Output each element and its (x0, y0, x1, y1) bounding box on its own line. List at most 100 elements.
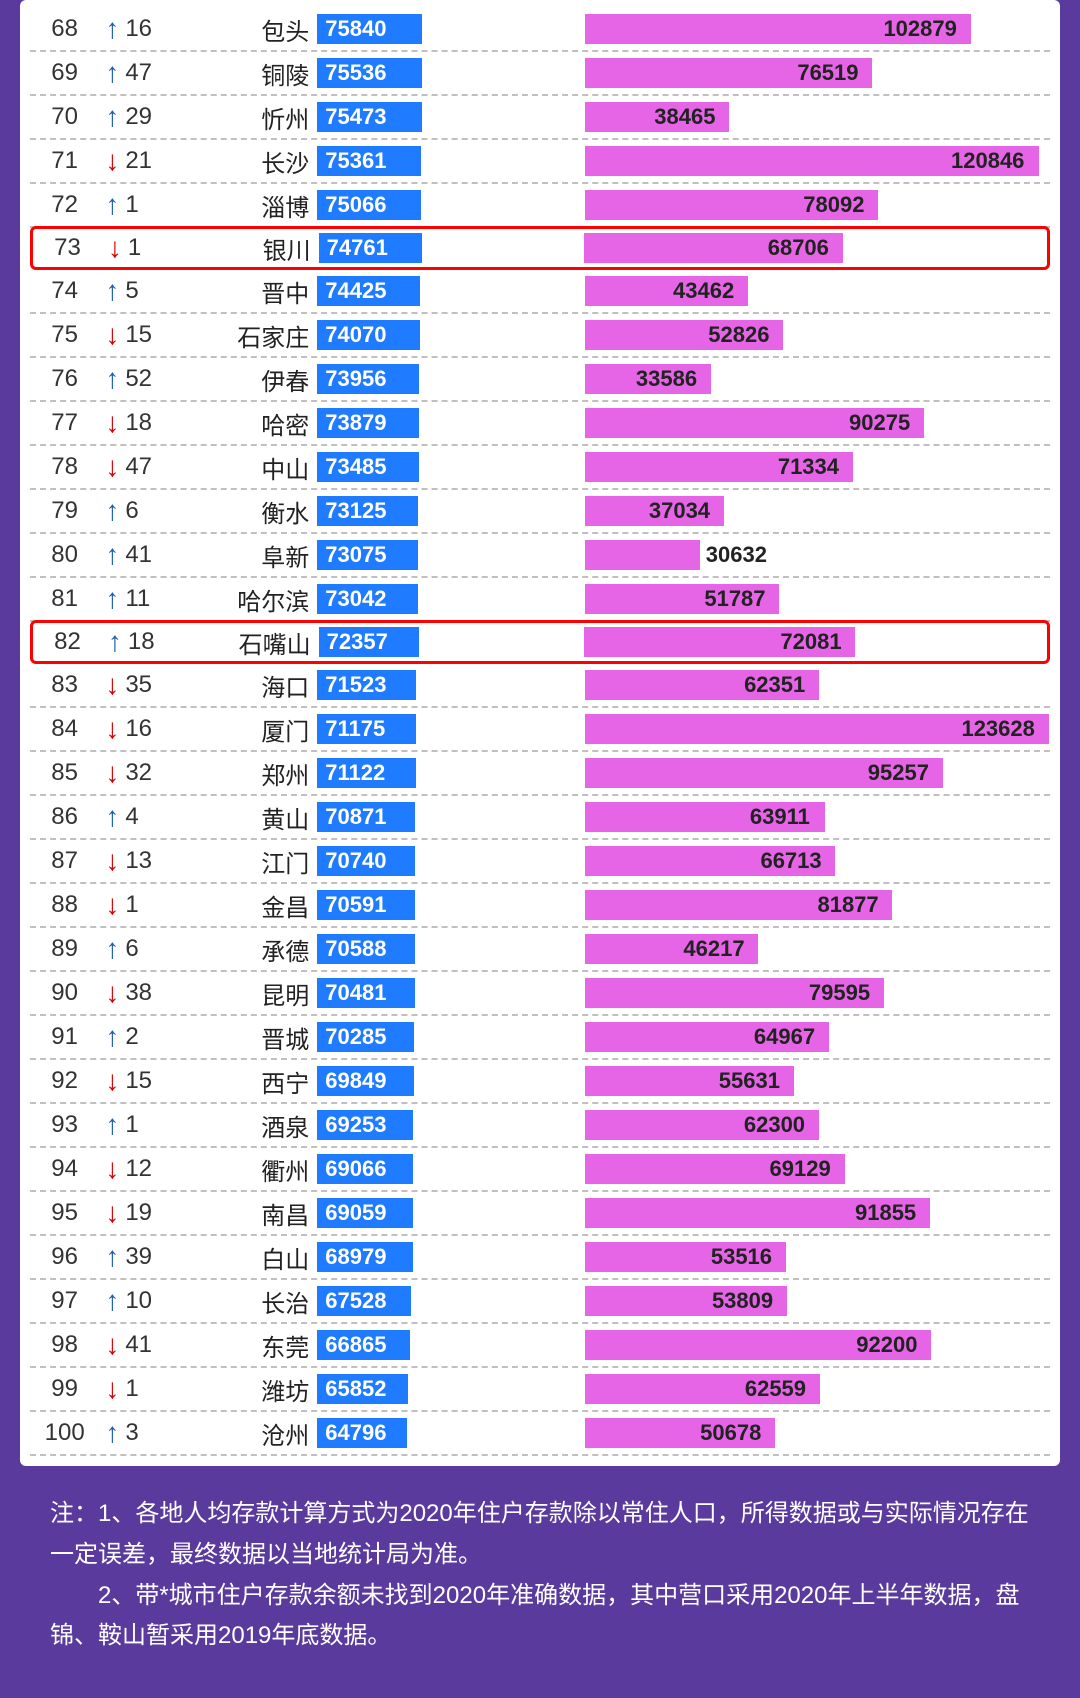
rank-change-value: 5 (125, 277, 138, 305)
bar-value2-label: 66713 (760, 846, 821, 876)
city-name: 长治 (188, 1284, 317, 1319)
bar-value1-label: 66865 (325, 1330, 386, 1360)
city-name: 中山 (188, 450, 317, 485)
bar-col-value1: 75361 (317, 146, 584, 176)
rank-change-value: 29 (125, 103, 152, 131)
bar-col-value2: 55631 (585, 1066, 1050, 1096)
rank-change: ↑52 (99, 365, 188, 393)
bar-col-value1: 73042 (317, 584, 584, 614)
bar-col-value2: 33586 (585, 364, 1050, 394)
arrow-up-icon: ↑ (105, 365, 119, 393)
bar-value1-label: 71175 (325, 714, 385, 744)
bar-col-value2: 37034 (585, 496, 1050, 526)
arrow-up-icon: ↑ (105, 1111, 119, 1139)
arrow-up-icon: ↑ (105, 803, 119, 831)
bar-col-value1: 75066 (317, 190, 584, 220)
rank-change-value: 6 (125, 935, 138, 963)
bar-col-value2: 50678 (585, 1418, 1050, 1448)
rank-change-value: 6 (125, 497, 138, 525)
rank-number: 95 (30, 1199, 99, 1227)
bar-value2-label: 62559 (745, 1374, 806, 1404)
bar-value1-label: 70871 (325, 802, 386, 832)
table-row: 100↑3沧州 64796 50678 (30, 1412, 1050, 1456)
city-name: 沧州 (188, 1416, 317, 1451)
bar-value1-label: 69066 (325, 1154, 386, 1184)
bar-value2-label: 120846 (951, 146, 1024, 176)
table-row: 95↓19南昌6905991855 (30, 1192, 1050, 1236)
city-name: 阜新 (188, 538, 317, 573)
arrow-up-icon: ↑ (105, 1243, 119, 1271)
arrow-down-icon: ↓ (105, 847, 119, 875)
bar-col-value2: 95257 (585, 758, 1050, 788)
rank-number: 86 (30, 803, 99, 831)
city-name: 金昌 (188, 888, 317, 923)
bar-value1-label: 74070 (325, 320, 386, 350)
bar-col-value1: 68979 (317, 1242, 584, 1272)
bar-value2-label: 55631 (719, 1066, 780, 1096)
ranking-table: 68↑16包头7584010287969↑47铜陵755367651970↑29… (20, 0, 1060, 1466)
bar-col-value1: 65852 (317, 1374, 584, 1404)
arrow-down-icon: ↓ (105, 147, 119, 175)
rank-change: ↓47 (99, 453, 188, 481)
table-row: 93↑1酒泉6925362300 (30, 1104, 1050, 1148)
rank-number: 92 (30, 1067, 99, 1095)
table-row: 99↓1潍坊6585262559 (30, 1368, 1050, 1412)
table-row: 90↓38昆明7048179595 (30, 972, 1050, 1016)
rank-change-value: 18 (125, 409, 152, 437)
table-row: 72↑1淄博7506678092 (30, 184, 1050, 228)
rank-number: 70 (30, 103, 99, 131)
bar-col-value1: 70871 (317, 802, 584, 832)
bar-value2-label: 79595 (809, 978, 870, 1008)
table-row: 96↑39白山6897953516 (30, 1236, 1050, 1280)
rank-change: ↓15 (99, 321, 188, 349)
city-name: 江门 (188, 844, 317, 879)
bar-col-value1: 71122 (317, 758, 584, 788)
rank-number: 96 (30, 1243, 99, 1271)
rank-change-value: 41 (125, 541, 152, 569)
bar-value2-label: 68706 (768, 233, 829, 263)
bar-value1-label: 65852 (325, 1374, 386, 1404)
arrow-down-icon: ↓ (105, 671, 119, 699)
rank-change-value: 38 (125, 979, 152, 1007)
rank-change: ↓32 (99, 759, 188, 787)
bar-value2-label: 102879 (883, 14, 956, 44)
city-name: 承德 (188, 932, 317, 967)
bar-col-value2: 64967 (585, 1022, 1050, 1052)
bar-col-value1: 75473 (317, 102, 584, 132)
rank-change-value: 1 (125, 191, 138, 219)
rank-number: 90 (30, 979, 99, 1007)
city-name: 伊春 (188, 362, 317, 397)
note-line-2: 2、带*城市住户存款余额未找到2020年准确数据，其中营口采用2020年上半年数… (50, 1582, 1019, 1650)
bar-value2-label: 43462 (673, 276, 734, 306)
city-name: 白山 (188, 1240, 317, 1275)
bar-col-value1: 71175 (317, 714, 584, 744)
rank-change-value: 15 (125, 321, 152, 349)
table-row: 69↑47铜陵7553676519 (30, 52, 1050, 96)
rank-change: ↑3 (99, 1419, 188, 1447)
rank-change: ↑2 (99, 1023, 188, 1051)
bar-col-value1: 74070 (317, 320, 584, 350)
table-container: 68↑16包头7584010287969↑47铜陵755367651970↑29… (20, 0, 1060, 1466)
bar-col-value2: 66713 (585, 846, 1050, 876)
rank-change: ↓38 (99, 979, 188, 1007)
city-name: 银川 (191, 231, 319, 266)
bar-value1-label: 64796 (325, 1418, 386, 1448)
bar-value2-label: 78092 (803, 190, 864, 220)
table-row: 82↑18石嘴山7235772081 (30, 620, 1050, 664)
city-name: 包头 (188, 12, 317, 47)
table-row: 88↓1金昌7059181877 (30, 884, 1050, 928)
rank-change: ↓1 (99, 1375, 188, 1403)
bar-value1-label: 75473 (325, 102, 386, 132)
bar-value1-label: 75361 (325, 146, 386, 176)
bar-col-value1: 69059 (317, 1198, 584, 1228)
arrow-up-icon: ↑ (108, 628, 122, 656)
rank-change: ↓21 (99, 147, 188, 175)
arrow-down-icon: ↓ (108, 234, 122, 262)
bar-value2-label: 123628 (961, 714, 1034, 744)
arrow-up-icon: ↑ (105, 191, 119, 219)
arrow-down-icon: ↓ (105, 1331, 119, 1359)
bar-value2-label: 53516 (711, 1242, 772, 1272)
rank-number: 100 (30, 1419, 99, 1447)
bar-col-value2: 62300 (585, 1110, 1050, 1140)
bar-col-value2: 62559 (585, 1374, 1050, 1404)
